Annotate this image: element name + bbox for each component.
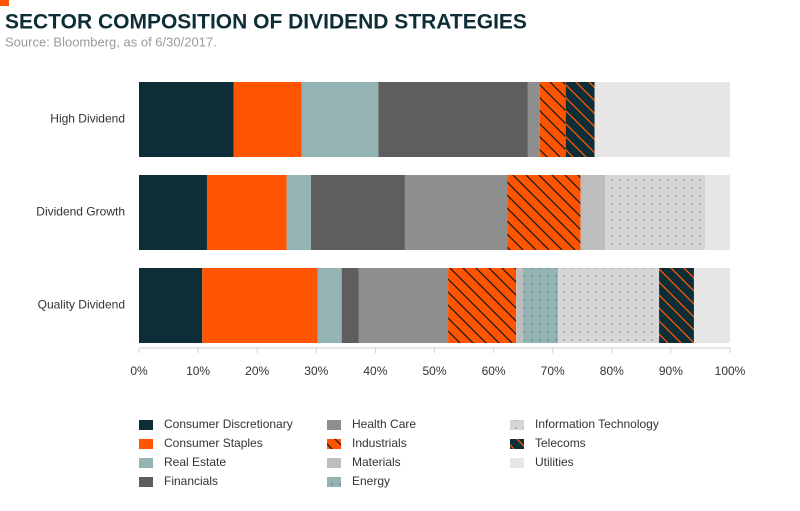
x-tick-label: 20% [245,364,269,378]
bar-segment [693,268,730,343]
bar-segment [317,268,342,343]
legend-swatch [139,439,153,449]
legend-swatch [139,458,153,468]
bar-segment [580,175,606,250]
bar-segment [139,268,203,343]
bar-segment [523,268,559,343]
legend-label: Industrials [352,436,407,450]
bar-segment [358,268,449,343]
category-label: High Dividend [50,112,125,126]
legend-swatch [510,420,524,430]
legend-swatch [510,439,524,449]
bar-segment [202,268,318,343]
bar-segment [558,268,660,343]
legend-label: Utilities [535,455,574,469]
chart-subtitle: Source: Bloomberg, as of 6/30/2017. [5,34,217,49]
x-tick-label: 70% [541,364,565,378]
x-tick-label: 90% [659,364,683,378]
legend-label: Materials [352,455,401,469]
legend-label: Health Care [352,417,416,431]
x-tick-label: 0% [130,364,148,378]
bar-segment [659,268,694,343]
bar-segment [404,175,508,250]
legend-label: Telecoms [535,436,586,450]
bar-segment [605,175,706,250]
bar-segment [527,82,540,157]
bar-segment [286,175,311,250]
legend-label: Information Technology [535,417,659,431]
category-label: Dividend Growth [36,205,125,219]
legend-swatch [327,477,341,487]
legend-swatch [327,458,341,468]
legend-label: Consumer Discretionary [164,417,293,431]
bar-segment [301,82,379,157]
legend-label: Consumer Staples [164,436,263,450]
x-tick-label: 80% [600,364,624,378]
legend-swatch [139,477,153,487]
bar-segment [139,82,234,157]
x-tick-label: 40% [363,364,387,378]
bar-segment [233,82,302,157]
legend-swatch [327,420,341,430]
bar-segment [139,175,207,250]
x-tick-label: 100% [715,364,746,378]
legend-label: Energy [352,474,390,488]
chart-title: SECTOR COMPOSITION OF DIVIDEND STRATEGIE… [5,11,527,34]
legend-swatch [139,420,153,430]
x-tick-label: 60% [482,364,506,378]
bar-segment [341,268,359,343]
x-tick-label: 30% [304,364,328,378]
category-label: Quality Dividend [38,298,125,312]
legend-label: Financials [164,474,218,488]
bar-segment [206,175,287,250]
bar-segment [507,175,581,250]
legend-swatch [510,458,524,468]
accent [0,0,9,6]
bar-segment [516,268,524,343]
x-tick-label: 10% [186,364,210,378]
bar-segment [594,82,730,157]
legend-label: Real Estate [164,455,226,469]
bar-segment [448,268,517,343]
legend-swatch [327,439,341,449]
bar-segment [705,175,730,250]
bar-segment [539,82,566,157]
bar-segment [378,82,528,157]
x-tick-label: 50% [422,364,446,378]
bar-segment [565,82,595,157]
bar-segment [310,175,405,250]
